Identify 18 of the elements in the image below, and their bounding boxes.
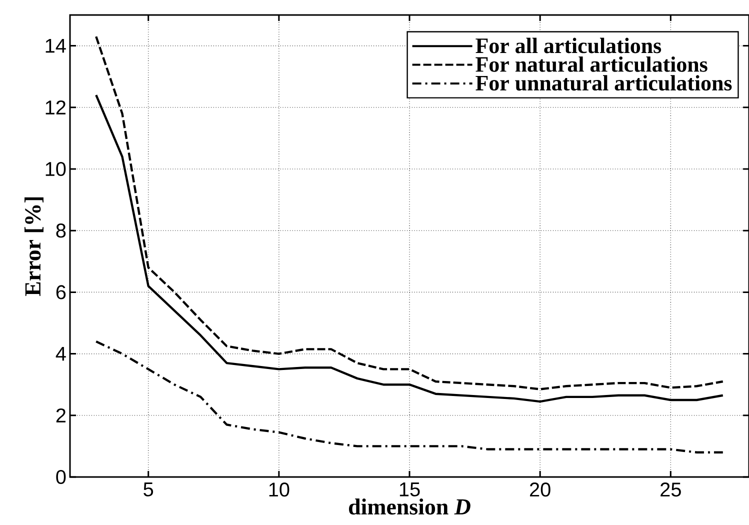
x-tick-label: 25	[660, 482, 681, 497]
y-tick-label: 6	[56, 285, 66, 300]
legend-label: For all articulations	[476, 38, 662, 54]
y-tick-label: 0	[56, 470, 66, 484]
x-tick-label: 15	[400, 482, 420, 496]
y-axis-title: Error [%]	[24, 197, 44, 296]
y-tick-label: 4	[56, 346, 66, 361]
y-tick-label: 2	[56, 408, 66, 422]
y-tick-label: 10	[46, 162, 66, 176]
x-tick-label: 10	[269, 482, 290, 497]
x-tick-label: 20	[530, 482, 550, 497]
legend-label: For unnatural articulations	[476, 75, 732, 91]
legend-label: For natural articulations	[476, 56, 708, 72]
x-axis-title: dimension D	[348, 498, 470, 515]
x-tick-label: 5	[144, 482, 154, 496]
y-tick-label: 14	[46, 38, 66, 53]
y-tick-label: 12	[46, 100, 66, 114]
y-tick-label: 8	[56, 224, 66, 238]
